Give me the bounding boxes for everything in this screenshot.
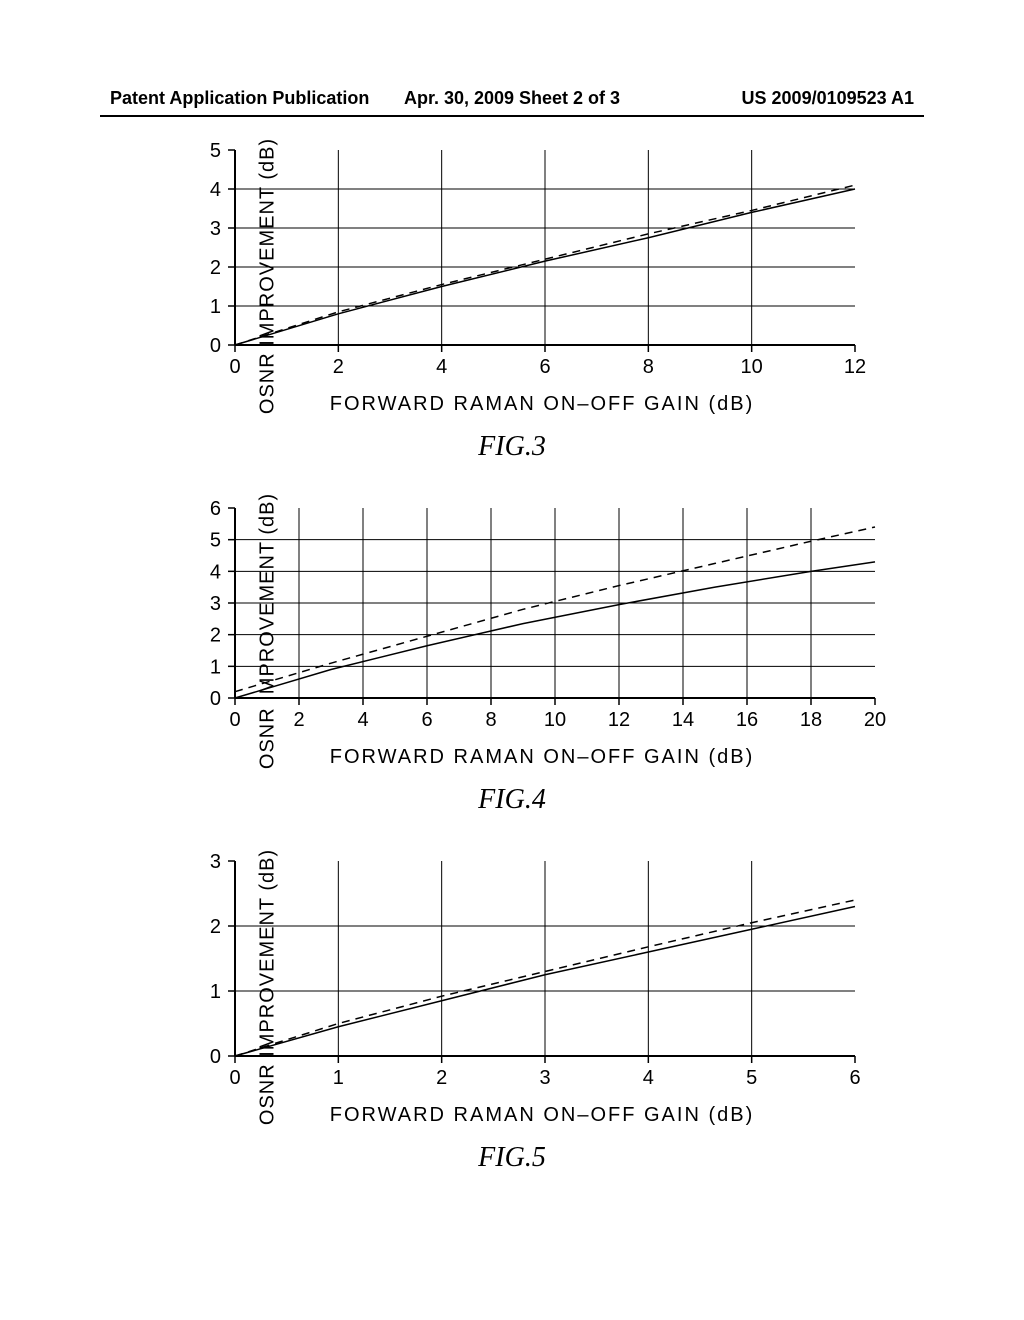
x-tick-label: 14 (672, 709, 694, 731)
x-tick-label: 16 (736, 709, 758, 731)
y-tick-label: 0 (210, 1046, 221, 1068)
x-tick-label: 6 (539, 356, 550, 378)
x-tick-label: 1 (333, 1067, 344, 1089)
x-tick-label: 2 (293, 709, 304, 731)
chart-area: OSNR IMPROVEMENT (dB) 0 1 2 3 4 5 6 0 1 2 3 FORWARD … (180, 846, 904, 1127)
figure-5: OSNR IMPROVEMENT (dB) 0 1 2 3 4 5 6 0 1 2 3 FORWARD … (120, 846, 904, 1174)
figure-3: OSNR IMPROVEMENT (dB)024681012012345FORW… (120, 135, 904, 463)
header-docnumber: US 2009/0109523 A1 (742, 88, 914, 109)
y-tick-label: 1 (210, 296, 221, 318)
x-tick-label: 0 (229, 709, 240, 731)
x-tick-label: 20 (864, 709, 886, 731)
figures-container: OSNR IMPROVEMENT (dB)024681012012345FORW… (120, 135, 904, 1204)
chart-area: OSNR IMPROVEMENT (dB)024681012012345FORW… (180, 135, 904, 416)
y-tick-label: 5 (210, 530, 221, 552)
x-tick-label: 12 (608, 709, 630, 731)
chart-svg: 0 1 2 3 4 5 6 0 1 2 3 (180, 846, 870, 1096)
y-tick-label: 1 (210, 656, 221, 678)
x-tick-label: 2 (333, 356, 344, 378)
x-tick-label: 10 (741, 356, 763, 378)
x-tick-label: 12 (844, 356, 866, 378)
y-tick-label: 3 (210, 593, 221, 615)
y-tick-label: 4 (210, 179, 221, 201)
header-date-sheet: Apr. 30, 2009 Sheet 2 of 3 (404, 88, 620, 109)
y-tick-label: 2 (210, 257, 221, 279)
y-axis-label: OSNR IMPROVEMENT (dB) (257, 493, 280, 769)
chart-area: OSNR IMPROVEMENT (dB)0246810121416182001… (180, 493, 904, 769)
chart-svg: 024681012012345 (180, 135, 870, 385)
y-tick-label: 3 (210, 851, 221, 873)
y-tick-label: 5 (210, 140, 221, 162)
figure-caption: FIG.5 (120, 1142, 904, 1174)
x-tick-label: 6 (421, 709, 432, 731)
y-tick-label: 1 (210, 981, 221, 1003)
chart-svg: 024681012141618200123456 (180, 493, 890, 738)
x-axis-label: FORWARD RAMAN ON–OFF GAIN (dB) (180, 746, 904, 769)
x-tick-label: 8 (643, 356, 654, 378)
y-tick-label: 6 (210, 498, 221, 520)
x-tick-label: 6 (849, 1067, 860, 1089)
y-axis-label: OSNR IMPROVEMENT (dB) (257, 848, 280, 1124)
header-rule (100, 115, 924, 117)
x-tick-label: 4 (643, 1067, 654, 1089)
y-tick-label: 0 (210, 688, 221, 710)
x-tick-label: 8 (485, 709, 496, 731)
x-tick-label: 4 (436, 356, 447, 378)
figure-caption: FIG.4 (120, 784, 904, 816)
x-tick-label: 4 (357, 709, 368, 731)
x-axis-label: FORWARD RAMAN ON–OFF GAIN (dB) (180, 1104, 904, 1127)
figure-4: OSNR IMPROVEMENT (dB)0246810121416182001… (120, 493, 904, 816)
y-tick-label: 4 (210, 561, 221, 583)
y-tick-label: 2 (210, 625, 221, 647)
x-tick-label: 2 (436, 1067, 447, 1089)
x-tick-label: 3 (539, 1067, 550, 1089)
x-tick-label: 0 (229, 1067, 240, 1089)
x-tick-label: 0 (229, 356, 240, 378)
y-axis-label: OSNR IMPROVEMENT (dB) (257, 137, 280, 413)
x-tick-label: 5 (746, 1067, 757, 1089)
y-tick-label: 2 (210, 916, 221, 938)
y-tick-label: 0 (210, 335, 221, 357)
x-axis-label: FORWARD RAMAN ON–OFF GAIN (dB) (180, 393, 904, 416)
x-tick-label: 18 (800, 709, 822, 731)
figure-caption: FIG.3 (120, 431, 904, 463)
x-tick-label: 10 (544, 709, 566, 731)
page-header: Patent Application Publication Apr. 30, … (0, 88, 1024, 109)
header-publication: Patent Application Publication (110, 88, 369, 109)
y-tick-label: 3 (210, 218, 221, 240)
